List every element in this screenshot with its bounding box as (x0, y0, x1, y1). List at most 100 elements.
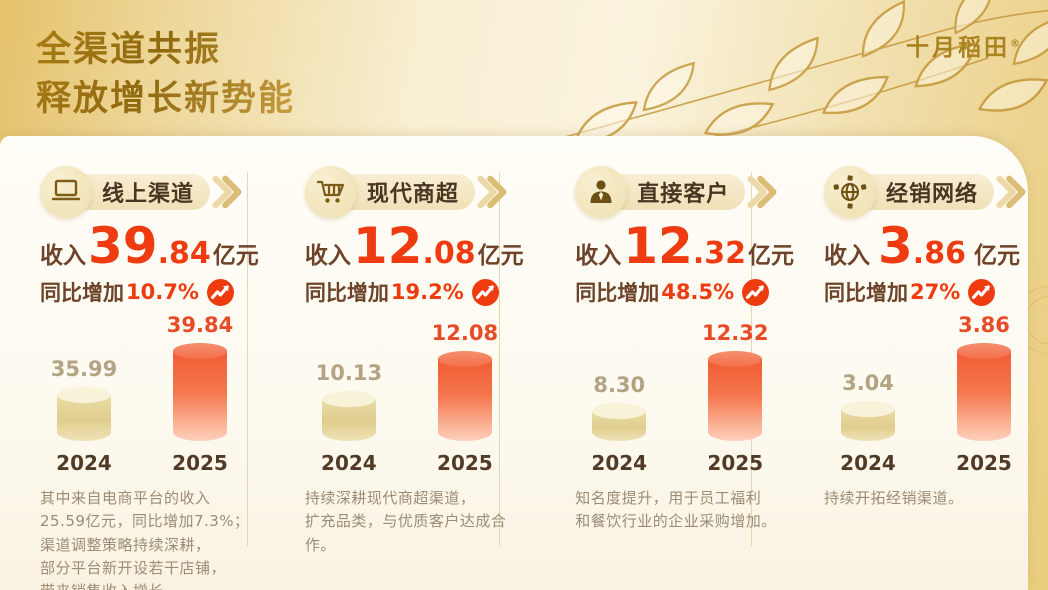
title-line-2: 释放增长新势能 (36, 79, 296, 119)
bar-cylinder-2024 (592, 403, 647, 441)
business-person-icon (575, 166, 628, 218)
growth-line: 同比增加 48.5% (575, 277, 794, 307)
bar-value: 12.08 (431, 321, 499, 345)
channel-title-banner: 经销网络 (860, 174, 995, 210)
revenue-line: 收入 39 .84 亿元 (40, 221, 275, 271)
bar-year: 2024 (56, 451, 112, 475)
bar-2025: 12.08 2025 (421, 321, 509, 475)
revenue-label: 收入 (304, 243, 351, 269)
laptop-icon (40, 166, 92, 218)
revenue-int: 3 (878, 217, 913, 275)
revenue-unit: 亿元 (748, 243, 794, 269)
bar-2024: 35.99 2024 (40, 357, 128, 475)
wheat-grain-illustration (517, 0, 1048, 150)
revenue-int: 39 (88, 217, 158, 275)
chevron-right-icon (212, 173, 242, 211)
trend-up-icon (206, 278, 234, 306)
channel-header: 线上渠道 (40, 166, 275, 218)
channel-title-banner: 直接客户 (611, 174, 746, 210)
growth-label: 同比增加 (575, 281, 660, 305)
trend-up-icon (742, 278, 770, 306)
globe-network-icon (824, 166, 876, 218)
growth-line: 同比增加 27% (824, 277, 1028, 307)
channel-title-banner: 线上渠道 (76, 174, 211, 210)
channel-note: 知名度提升，用于员工福利 和餐饮行业的企业采购增加。 (575, 489, 777, 531)
bar-year: 2024 (840, 451, 896, 475)
bar-cylinder-2025 (957, 343, 1011, 441)
shopping-cart-icon (304, 166, 357, 218)
bar-cylinder-2025 (173, 343, 227, 441)
revenue-unit: 亿元 (212, 243, 259, 269)
channel-column-distribution: 经销网络 收入 3 .86 亿元 同比增加 27% (794, 136, 1028, 590)
growth-label: 同比增加 (304, 281, 389, 305)
bar-value: 3.04 (842, 371, 894, 395)
revenue-dec: .08 (422, 236, 476, 271)
revenue-dec: .32 (692, 236, 746, 271)
bar-year: 2025 (437, 451, 493, 475)
bar-cylinder-2025 (708, 351, 763, 441)
bar-chart: 35.99 2024 39.84 2025 (40, 307, 275, 475)
column-divider (247, 172, 248, 546)
channel-header: 直接客户 (575, 166, 794, 218)
bar-2024: 10.13 2024 (305, 361, 393, 475)
trend-up-icon (968, 278, 996, 306)
bar-2025: 3.86 2025 (940, 313, 1028, 475)
revenue-line: 收入 12 .08 亿元 (305, 221, 545, 271)
revenue-label: 收入 (824, 243, 870, 269)
column-divider (499, 172, 500, 546)
revenue-label: 收入 (575, 243, 622, 269)
registered-mark: ® (1010, 38, 1020, 50)
title-line-1: 全渠道共振 (36, 30, 222, 70)
bar-value: 39.84 (166, 313, 234, 337)
channel-title: 现代商超 (366, 182, 459, 207)
chevron-right-icon (747, 173, 777, 211)
growth-value: 19.2% (390, 280, 464, 304)
channel-title: 线上渠道 (102, 182, 195, 207)
channel-note: 持续深耕现代商超渠道， 扩充品类，与优质客户达成合作。 (304, 489, 507, 554)
brand-logo: 十月稻田® (906, 35, 1020, 61)
growth-line: 同比增加 10.7% (40, 277, 275, 307)
revenue-unit: 亿元 (973, 243, 1020, 269)
channel-title: 经销网络 (886, 182, 979, 207)
revenue-dec: .84 (157, 236, 211, 271)
trend-up-icon (471, 278, 499, 306)
bar-value: 8.30 (593, 373, 646, 397)
growth-value: 27% (910, 280, 961, 304)
bar-chart: 3.04 2024 3.86 2025 (824, 307, 1028, 475)
bar-2025: 12.32 2025 (691, 321, 779, 475)
channel-column-online: 线上渠道 收入 39 .84 亿元 同比增加 10.7% (0, 136, 275, 590)
channel-note: 持续开拓经销渠道。 (824, 489, 964, 507)
revenue-label: 收入 (40, 243, 86, 269)
channel-column-supermarket: 现代商超 收入 12 .08 亿元 同比增加 19.2% (275, 136, 545, 590)
revenue-line: 收入 3 .86 亿元 (824, 221, 1028, 271)
bar-chart: 8.30 2024 12.32 2025 (575, 307, 794, 475)
bar-value: 12.32 (702, 321, 769, 345)
channel-title: 直接客户 (637, 182, 730, 207)
bar-cylinder-2025 (437, 351, 492, 441)
revenue-unit: 亿元 (477, 243, 524, 269)
channel-note: 其中来自电商平台的收入 25.59亿元，同比增加7.3%； 渠道调整策略持续深耕… (40, 489, 250, 590)
channel-column-direct: 直接客户 收入 12 .32 亿元 同比增加 48.5% (545, 136, 794, 590)
page-title: 全渠道共振 释放增长新势能 (36, 26, 295, 124)
bar-year: 2024 (591, 451, 648, 475)
bar-value: 10.13 (315, 361, 383, 385)
revenue-int: 12 (623, 217, 693, 275)
bar-2025: 39.84 2025 (156, 313, 244, 475)
bar-value: 35.99 (50, 357, 118, 381)
growth-label: 同比增加 (40, 281, 124, 305)
bar-year: 2024 (321, 451, 377, 475)
chevron-right-icon (477, 173, 507, 211)
bar-year: 2025 (172, 451, 228, 475)
bar-value: 3.86 (958, 313, 1010, 337)
revenue-line: 收入 12 .32 亿元 (575, 221, 794, 271)
channel-header: 经销网络 (824, 166, 1028, 218)
bar-cylinder-2024 (321, 391, 376, 441)
bar-2024: 3.04 2024 (824, 371, 912, 475)
bar-2024: 8.30 2024 (575, 373, 663, 475)
bar-chart: 10.13 2024 12.08 2025 (305, 307, 545, 475)
growth-value: 48.5% (661, 280, 735, 304)
content-card: 线上渠道 收入 39 .84 亿元 同比增加 10.7% (0, 136, 1028, 590)
bar-year: 2025 (707, 451, 764, 475)
channel-header: 现代商超 (304, 166, 545, 218)
